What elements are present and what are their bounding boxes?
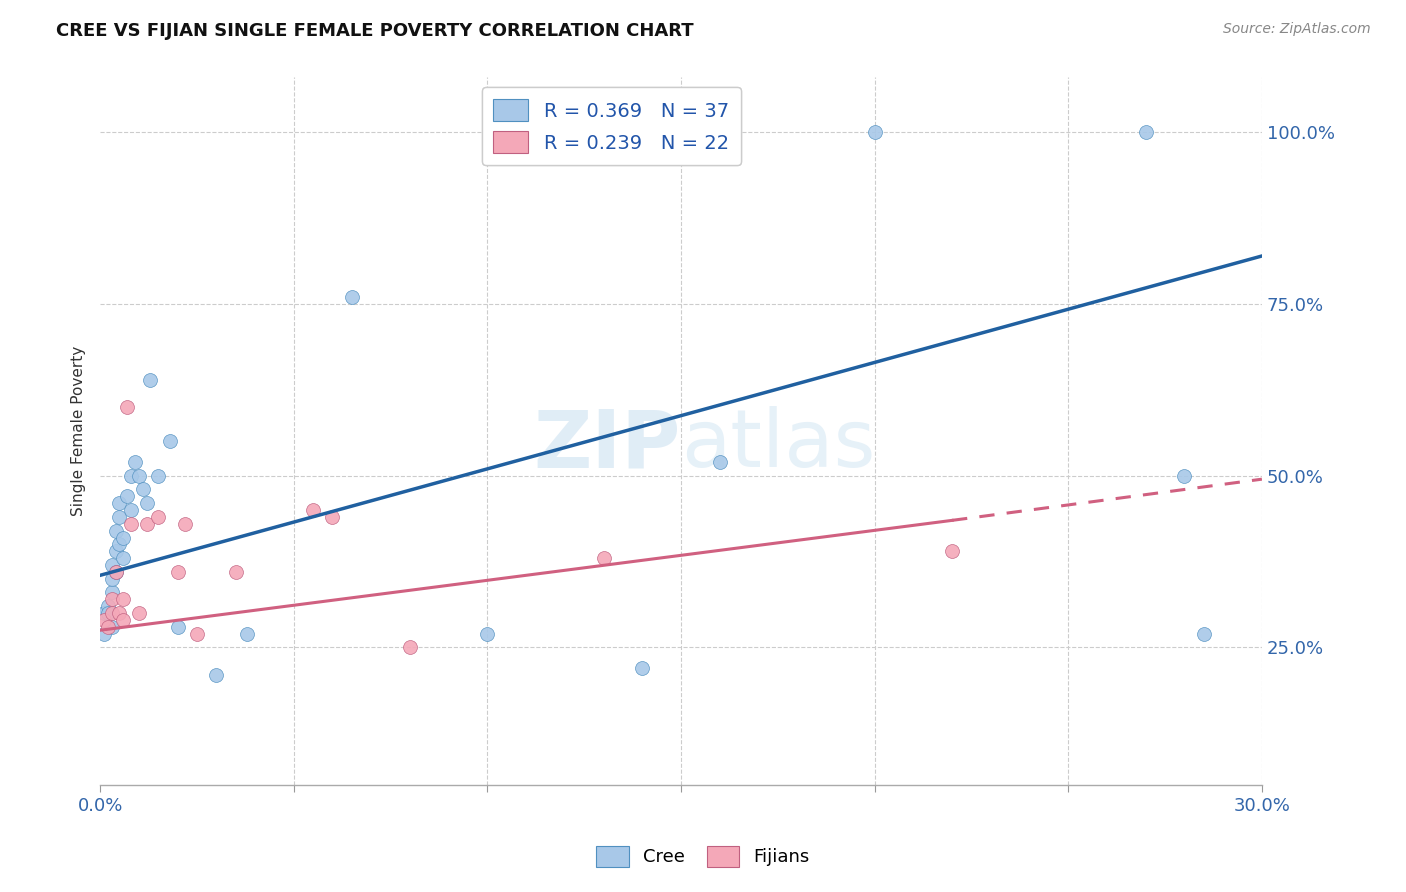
Point — [302, 503, 325, 517]
Text: CREE VS FIJIAN SINGLE FEMALE POVERTY CORRELATION CHART: CREE VS FIJIAN SINGLE FEMALE POVERTY COR… — [56, 22, 695, 40]
Point — [225, 565, 247, 579]
Point — [112, 531, 135, 545]
Point — [112, 592, 135, 607]
Point — [709, 455, 731, 469]
Point — [631, 661, 654, 675]
Point — [97, 599, 120, 614]
Point — [100, 558, 122, 572]
Point — [93, 626, 115, 640]
Point — [108, 537, 131, 551]
Point — [108, 496, 131, 510]
Point — [128, 606, 150, 620]
Point — [108, 510, 131, 524]
Point — [166, 565, 188, 579]
Point — [124, 455, 146, 469]
Point — [100, 592, 122, 607]
Point — [100, 572, 122, 586]
Point — [1173, 468, 1195, 483]
Point — [863, 125, 886, 139]
Text: atlas: atlas — [681, 406, 876, 484]
Point — [159, 434, 181, 449]
Point — [148, 468, 170, 483]
Point — [120, 468, 142, 483]
Point — [104, 565, 127, 579]
Point — [97, 620, 120, 634]
Point — [132, 483, 155, 497]
Point — [139, 373, 162, 387]
Point — [100, 620, 122, 634]
Point — [135, 516, 157, 531]
Point — [120, 503, 142, 517]
Point — [104, 544, 127, 558]
Point — [112, 551, 135, 566]
Point — [100, 585, 122, 599]
Point — [166, 620, 188, 634]
Text: Source: ZipAtlas.com: Source: ZipAtlas.com — [1223, 22, 1371, 37]
Point — [115, 400, 138, 414]
Point — [135, 496, 157, 510]
Point — [128, 468, 150, 483]
Point — [941, 544, 963, 558]
Point — [340, 290, 363, 304]
Point — [104, 565, 127, 579]
Point — [100, 606, 122, 620]
Point — [108, 606, 131, 620]
Point — [399, 640, 422, 655]
Point — [477, 626, 499, 640]
Point — [148, 510, 170, 524]
Point — [321, 510, 343, 524]
Point — [115, 489, 138, 503]
Point — [1192, 626, 1215, 640]
Point — [592, 551, 614, 566]
Text: ZIP: ZIP — [534, 406, 681, 484]
Point — [93, 613, 115, 627]
Point — [93, 606, 115, 620]
Y-axis label: Single Female Poverty: Single Female Poverty — [72, 346, 86, 516]
Point — [97, 606, 120, 620]
Point — [1135, 125, 1157, 139]
Legend: Cree, Fijians: Cree, Fijians — [589, 838, 817, 874]
Point — [112, 613, 135, 627]
Point — [174, 516, 197, 531]
Point — [104, 524, 127, 538]
Point — [186, 626, 208, 640]
Point — [120, 516, 142, 531]
Legend: R = 0.369   N = 37, R = 0.239   N = 22: R = 0.369 N = 37, R = 0.239 N = 22 — [482, 87, 741, 165]
Point — [205, 668, 228, 682]
Point — [236, 626, 259, 640]
